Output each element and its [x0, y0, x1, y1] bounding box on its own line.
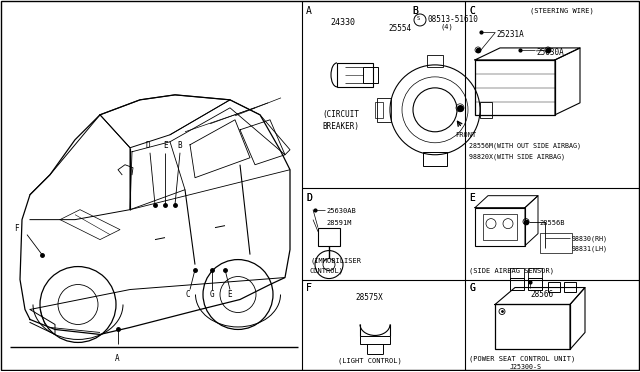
Text: (CIRCUIT: (CIRCUIT	[322, 110, 359, 119]
Bar	[528, 278, 542, 289]
Text: E: E	[227, 289, 232, 298]
Text: (STEERING WIRE): (STEERING WIRE)	[530, 8, 594, 15]
Text: E: E	[469, 193, 475, 203]
Bar	[375, 102, 383, 118]
Text: D: D	[145, 141, 150, 150]
Text: 28575X: 28575X	[355, 292, 383, 302]
Text: B: B	[412, 6, 418, 16]
Text: S: S	[417, 16, 420, 21]
Bar	[480, 102, 492, 118]
Text: 25554: 25554	[388, 24, 411, 33]
Text: F: F	[306, 283, 312, 292]
Text: E: E	[469, 193, 475, 203]
Text: 25630A: 25630A	[536, 48, 564, 57]
Bar	[475, 208, 525, 246]
Text: C: C	[185, 289, 189, 298]
Bar	[540, 232, 572, 253]
Text: A: A	[306, 6, 312, 16]
Text: B: B	[412, 6, 418, 16]
Text: J25300-S: J25300-S	[510, 365, 542, 371]
Bar	[337, 63, 373, 87]
Bar	[475, 60, 555, 115]
Text: D: D	[306, 193, 312, 203]
Bar	[510, 278, 524, 289]
Text: (LIGHT CONTROL): (LIGHT CONTROL)	[338, 357, 402, 364]
Bar	[427, 55, 443, 67]
Text: C: C	[469, 6, 475, 16]
Text: 28556M(WITH OUT SIDE AIRBAG): 28556M(WITH OUT SIDE AIRBAG)	[469, 143, 581, 149]
Bar	[510, 267, 524, 278]
Text: 28556B: 28556B	[539, 219, 564, 226]
Text: 25630AB: 25630AB	[326, 208, 356, 214]
Text: F: F	[14, 224, 19, 232]
Text: (SIDE AIRBAG SENSOR): (SIDE AIRBAG SENSOR)	[469, 267, 554, 274]
Bar	[363, 67, 378, 83]
Text: (4): (4)	[440, 24, 452, 31]
Text: 98830(RH): 98830(RH)	[572, 235, 608, 242]
Text: BREAKER): BREAKER)	[322, 122, 359, 131]
Bar	[495, 305, 570, 349]
Text: 28591M: 28591M	[326, 219, 351, 226]
Text: (IMMOBILISER: (IMMOBILISER	[310, 257, 361, 264]
Bar	[318, 228, 340, 246]
Text: G: G	[469, 283, 475, 292]
Text: CONTROL): CONTROL)	[310, 267, 344, 274]
Text: FRONT: FRONT	[455, 132, 476, 138]
Text: 25231A: 25231A	[496, 30, 524, 39]
Text: G: G	[469, 283, 475, 292]
Text: C: C	[469, 6, 475, 16]
Text: 98820X(WITH SIDE AIRBAG): 98820X(WITH SIDE AIRBAG)	[469, 154, 565, 160]
Bar	[423, 152, 447, 166]
Bar	[483, 214, 517, 240]
Text: A: A	[115, 355, 120, 363]
Text: 24330: 24330	[330, 18, 355, 27]
Bar	[377, 98, 391, 122]
Bar	[564, 282, 576, 292]
Text: 98831(LH): 98831(LH)	[572, 246, 608, 252]
Text: (POWER SEAT CONTROL UNIT): (POWER SEAT CONTROL UNIT)	[469, 355, 575, 362]
Text: 08513-51610: 08513-51610	[428, 15, 479, 24]
Text: B: B	[177, 141, 182, 150]
Text: G: G	[210, 289, 214, 298]
Bar	[548, 282, 560, 292]
Bar	[360, 336, 390, 344]
Text: F: F	[306, 283, 312, 292]
Bar	[528, 267, 542, 278]
Text: D: D	[306, 193, 312, 203]
Text: E: E	[163, 141, 168, 150]
Text: 28566: 28566	[530, 289, 553, 298]
